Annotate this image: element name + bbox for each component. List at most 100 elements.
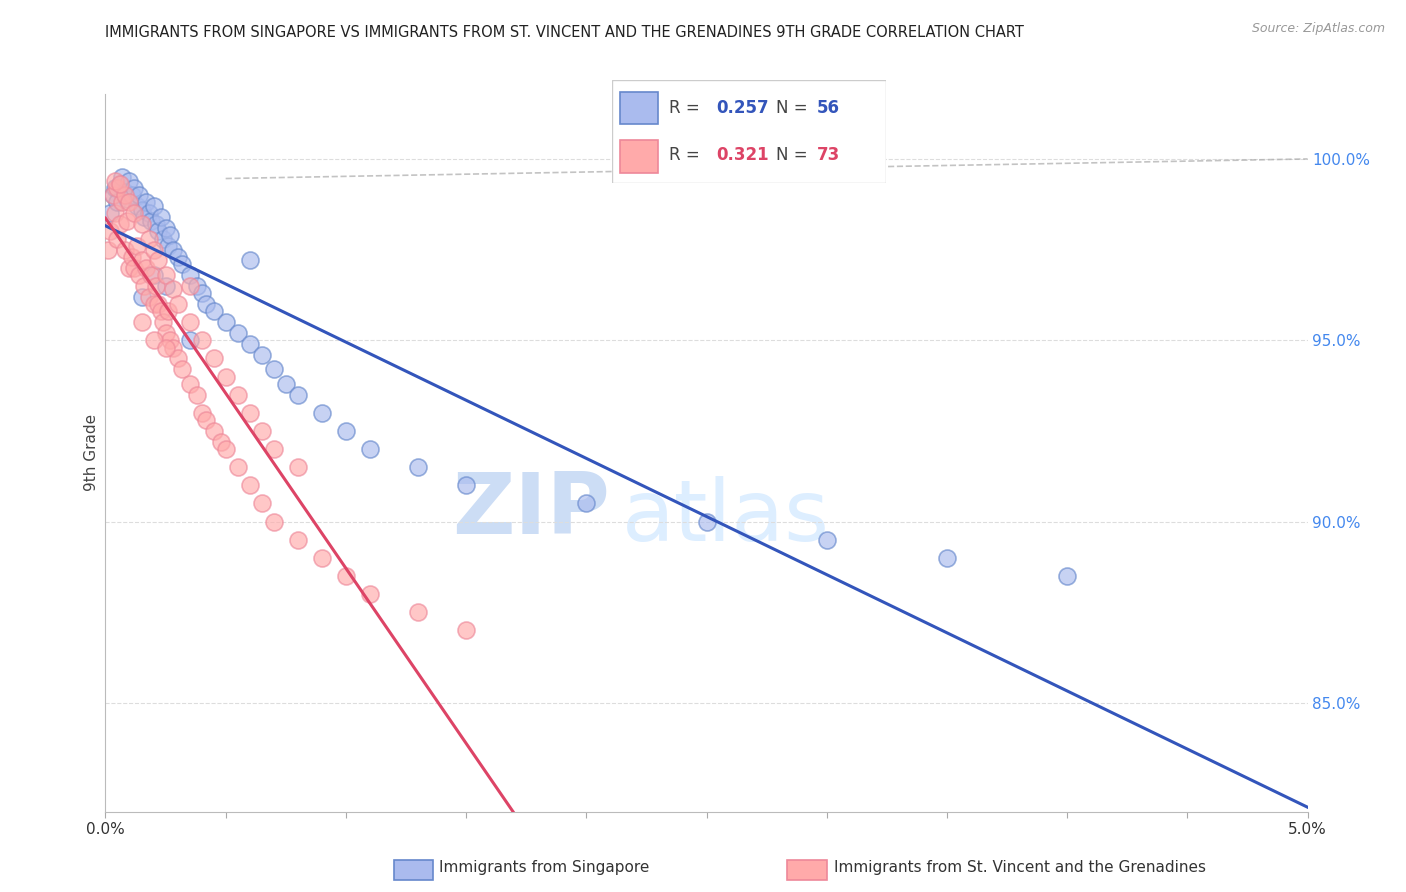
- Point: [114, 243, 136, 257]
- Text: R =: R =: [669, 99, 706, 117]
- Point: [98, 206, 121, 220]
- Point: [287, 387, 309, 401]
- Text: 56: 56: [817, 99, 841, 117]
- Point: [311, 406, 333, 420]
- Point: [148, 224, 170, 238]
- Text: N =: N =: [776, 146, 813, 164]
- Point: [114, 188, 136, 202]
- Point: [118, 260, 141, 275]
- Point: [125, 239, 148, 253]
- Point: [179, 278, 201, 293]
- Point: [142, 268, 165, 282]
- Point: [159, 333, 181, 347]
- Point: [195, 413, 218, 427]
- Point: [311, 550, 333, 565]
- Point: [815, 533, 838, 547]
- Point: [115, 213, 138, 227]
- Point: [179, 333, 201, 347]
- Point: [135, 195, 157, 210]
- Point: [179, 376, 201, 391]
- Point: [148, 253, 170, 268]
- Point: [159, 228, 181, 243]
- Point: [250, 496, 273, 510]
- Point: [142, 199, 165, 213]
- Point: [107, 181, 129, 195]
- Point: [179, 268, 201, 282]
- Point: [195, 297, 218, 311]
- Point: [250, 424, 273, 438]
- Point: [124, 206, 146, 220]
- Point: [263, 515, 285, 529]
- Point: [145, 278, 167, 293]
- Text: Immigrants from Singapore: Immigrants from Singapore: [439, 860, 650, 874]
- Point: [186, 387, 208, 401]
- Point: [139, 268, 162, 282]
- Point: [186, 278, 208, 293]
- Text: 73: 73: [817, 146, 841, 164]
- Point: [155, 278, 177, 293]
- Point: [162, 243, 184, 257]
- Point: [111, 195, 134, 210]
- Point: [155, 220, 177, 235]
- Point: [239, 337, 262, 351]
- Point: [274, 376, 297, 391]
- Point: [335, 424, 357, 438]
- Point: [135, 260, 157, 275]
- Point: [149, 304, 172, 318]
- Point: [359, 587, 381, 601]
- Point: [138, 206, 160, 220]
- Point: [287, 460, 309, 475]
- Point: [114, 185, 136, 199]
- Point: [214, 369, 236, 384]
- Point: [226, 387, 249, 401]
- Point: [179, 315, 201, 329]
- Point: [250, 348, 273, 362]
- Point: [155, 326, 177, 340]
- Point: [152, 315, 174, 329]
- Point: [104, 206, 127, 220]
- Point: [142, 243, 165, 257]
- Text: R =: R =: [669, 146, 706, 164]
- Point: [156, 304, 179, 318]
- Point: [142, 297, 165, 311]
- Point: [108, 178, 131, 192]
- Bar: [620, 140, 658, 173]
- Point: [1056, 569, 1078, 583]
- Point: [125, 199, 148, 213]
- Point: [118, 174, 141, 188]
- Point: [115, 192, 138, 206]
- Point: [226, 326, 249, 340]
- Point: [132, 210, 155, 224]
- Point: [406, 605, 429, 619]
- Text: 0.321: 0.321: [716, 146, 769, 164]
- Point: [104, 174, 127, 188]
- Point: [97, 243, 120, 257]
- Point: [128, 268, 150, 282]
- Point: [108, 178, 131, 192]
- Bar: [620, 92, 658, 124]
- Point: [155, 341, 177, 355]
- Point: [124, 260, 146, 275]
- Point: [101, 188, 124, 202]
- Point: [111, 170, 134, 185]
- Point: [263, 362, 285, 376]
- Text: ZIP: ZIP: [453, 468, 610, 551]
- Point: [575, 496, 598, 510]
- Point: [202, 304, 225, 318]
- Y-axis label: 9th Grade: 9th Grade: [83, 414, 98, 491]
- Point: [456, 478, 478, 492]
- Point: [162, 341, 184, 355]
- Point: [148, 297, 170, 311]
- Point: [214, 442, 236, 456]
- Point: [128, 188, 150, 202]
- Point: [101, 188, 124, 202]
- Point: [138, 232, 160, 246]
- Point: [98, 224, 121, 238]
- Point: [202, 424, 225, 438]
- Point: [406, 460, 429, 475]
- Point: [209, 434, 232, 449]
- Point: [104, 181, 127, 195]
- Point: [155, 268, 177, 282]
- Point: [131, 290, 153, 304]
- Point: [172, 362, 194, 376]
